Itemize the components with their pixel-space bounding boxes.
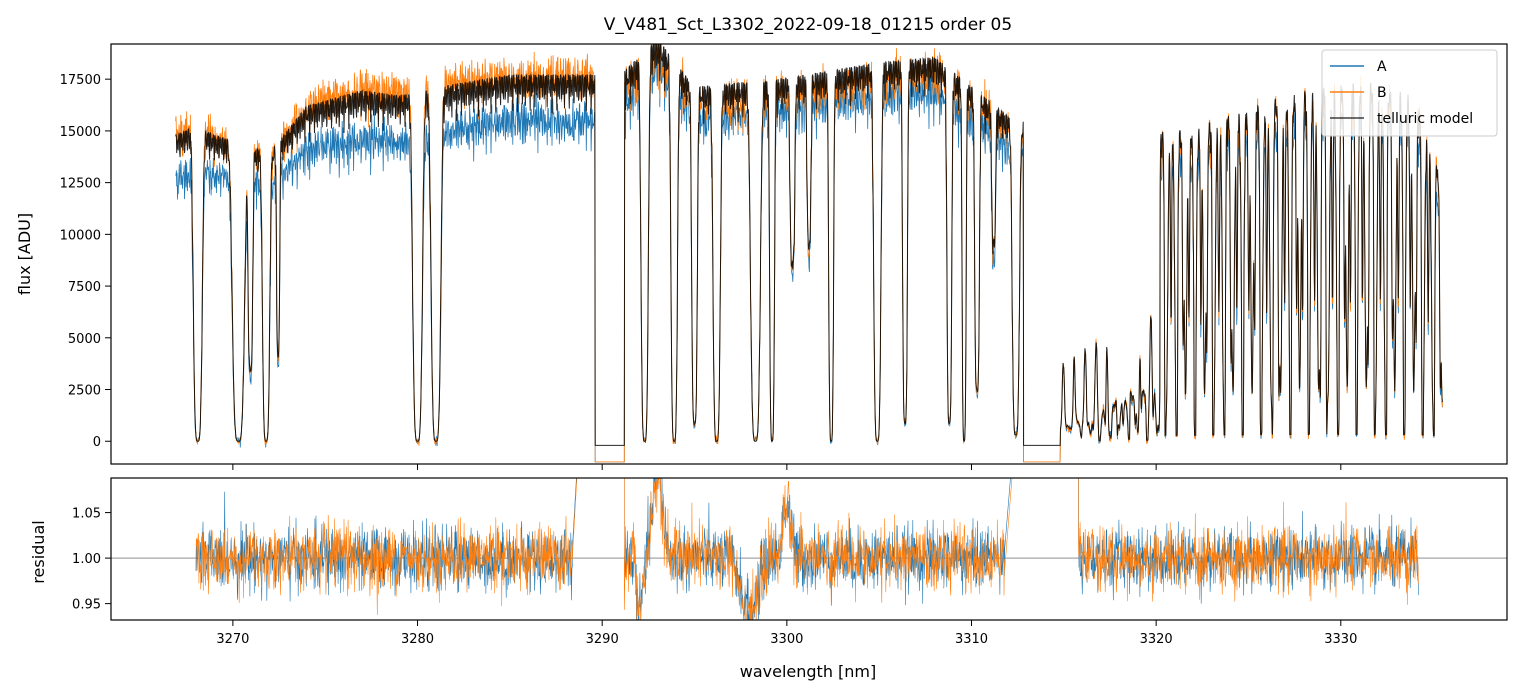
legend-label-a: A — [1377, 59, 1387, 75]
top-panel-series — [175, 44, 1443, 463]
legend-label-b: B — [1377, 85, 1387, 101]
top-y-tick-label: 2500 — [68, 384, 101, 399]
bottom-panel-frame — [110, 477, 1508, 621]
bottom-panel: 0.95 1.00 1.05 3270 3280 3290 3300 3310 3320 333… — [29, 477, 1508, 681]
bottom-panel-series — [195, 478, 1419, 620]
residual-b-line — [195, 478, 1419, 620]
bottom-x-tick-label: 3320 — [1140, 632, 1173, 647]
bottom-x-tick-label: 3270 — [216, 632, 249, 647]
bottom-x-tick-label: 3290 — [586, 632, 619, 647]
bottom-x-tick-label: 3330 — [1324, 632, 1357, 647]
telluric-model-line — [175, 44, 1443, 446]
top-panel: 0 2500 5000 7500 10000 12500 15000 17500 flux [… — [15, 43, 1508, 470]
x-axis-label: wavelength [nm] — [740, 662, 877, 681]
top-panel-frame — [110, 43, 1508, 465]
bottom-y-tick-label: 1.05 — [72, 507, 101, 522]
bottom-x-ticks: 3270 3280 3290 3300 3310 3320 3330 — [216, 620, 1357, 647]
bottom-y-tick-label: 1.00 — [72, 552, 101, 567]
top-y-axis-label: flux [ADU] — [15, 213, 34, 295]
bottom-y-axis-label: residual — [29, 520, 48, 583]
bottom-y-tick-label: 0.95 — [72, 598, 101, 613]
top-y-ticks: 0 2500 5000 7500 10000 12500 15000 17500 — [60, 73, 111, 450]
chart-title: V_V481_Sct_L3302_2022-09-18_01215 order … — [604, 15, 1012, 35]
bottom-x-tick-label: 3310 — [955, 632, 988, 647]
top-y-tick-label: 10000 — [60, 228, 101, 243]
legend-label-model: telluric model — [1377, 111, 1473, 127]
top-y-tick-label: 12500 — [60, 177, 101, 192]
top-y-tick-label: 5000 — [68, 332, 101, 347]
top-x-ticks — [232, 464, 1342, 470]
top-y-tick-label: 7500 — [68, 280, 101, 295]
bottom-y-ticks: 0.95 1.00 1.05 — [72, 507, 111, 613]
legend-box — [1321, 49, 1498, 137]
legend: A B telluric model — [1321, 49, 1498, 137]
top-y-tick-label: 15000 — [60, 125, 101, 140]
top-y-tick-label: 0 — [93, 435, 101, 450]
bottom-x-tick-label: 3300 — [770, 632, 803, 647]
top-y-tick-label: 17500 — [60, 73, 101, 88]
bottom-x-tick-label: 3280 — [401, 632, 434, 647]
